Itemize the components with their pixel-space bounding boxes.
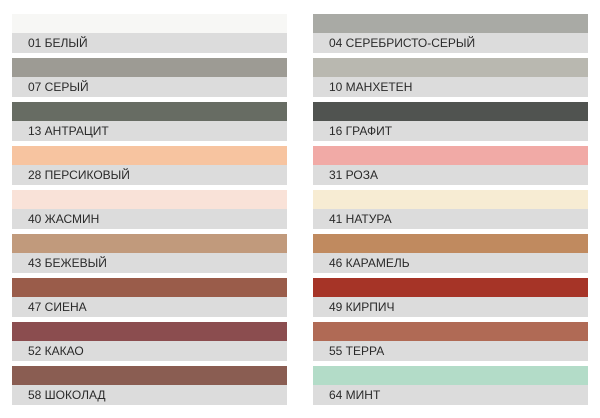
swatch-label: 55 ТЕРРА	[329, 344, 384, 358]
swatch-label: 49 КИРПИЧ	[329, 300, 395, 314]
swatch-label: 47 СИЕНА	[28, 300, 87, 314]
label-band	[12, 385, 287, 405]
label-band	[12, 341, 287, 361]
swatch-label: 28 ПЕРСИКОВЫЙ	[28, 167, 130, 182]
color-swatch	[12, 14, 287, 33]
swatch-label: 43 БЕЖЕВЫЙ	[28, 255, 107, 270]
swatch-label: 64 МИНТ	[329, 388, 381, 402]
swatch-label: 07 СЕРЫЙ	[28, 79, 89, 94]
color-swatch	[313, 322, 588, 341]
color-swatch	[12, 278, 287, 297]
color-swatch	[313, 102, 588, 121]
swatch-label: 52 КАКАО	[28, 344, 84, 358]
color-swatch	[313, 146, 588, 165]
color-swatch	[313, 14, 588, 33]
label-band	[313, 253, 588, 273]
swatch-label: 01 БЕЛЫЙ	[28, 35, 88, 50]
color-swatch	[313, 278, 588, 297]
label-band	[12, 33, 287, 53]
swatch-label: 58 ШОКОЛАД	[28, 388, 105, 402]
label-band	[313, 77, 588, 97]
label-band	[12, 253, 287, 273]
label-band	[313, 385, 588, 405]
color-swatch	[12, 234, 287, 253]
color-swatch	[313, 366, 588, 385]
color-swatch	[313, 190, 588, 209]
label-band	[12, 121, 287, 141]
swatch-label: 13 АНТРАЦИТ	[28, 124, 109, 138]
color-swatch	[12, 190, 287, 209]
label-band	[12, 297, 287, 317]
swatch-label: 04 СЕРЕБРИСТО-СЕРЫЙ	[329, 35, 475, 50]
color-swatch	[313, 234, 588, 253]
swatch-label: 40 ЖАСМИН	[28, 212, 99, 226]
label-band	[313, 33, 588, 53]
color-swatch	[12, 58, 287, 77]
swatch-label: 31 РОЗА	[329, 168, 378, 182]
label-band	[12, 209, 287, 229]
label-band	[313, 209, 588, 229]
label-band	[313, 165, 588, 185]
color-swatch	[313, 58, 588, 77]
color-swatch	[12, 146, 287, 165]
swatch-label: 46 КАРАМЕЛЬ	[329, 256, 410, 270]
label-band	[313, 121, 588, 141]
swatch-label: 10 МАНХЕТЕН	[329, 80, 412, 94]
label-band	[313, 297, 588, 317]
color-swatch	[12, 102, 287, 121]
label-band	[313, 341, 588, 361]
label-band	[12, 77, 287, 97]
color-swatch	[12, 366, 287, 385]
swatch-label: 41 НАТУРА	[329, 212, 392, 226]
swatch-label: 16 ГРАФИТ	[329, 124, 393, 138]
color-swatch	[12, 322, 287, 341]
label-band	[12, 165, 287, 185]
